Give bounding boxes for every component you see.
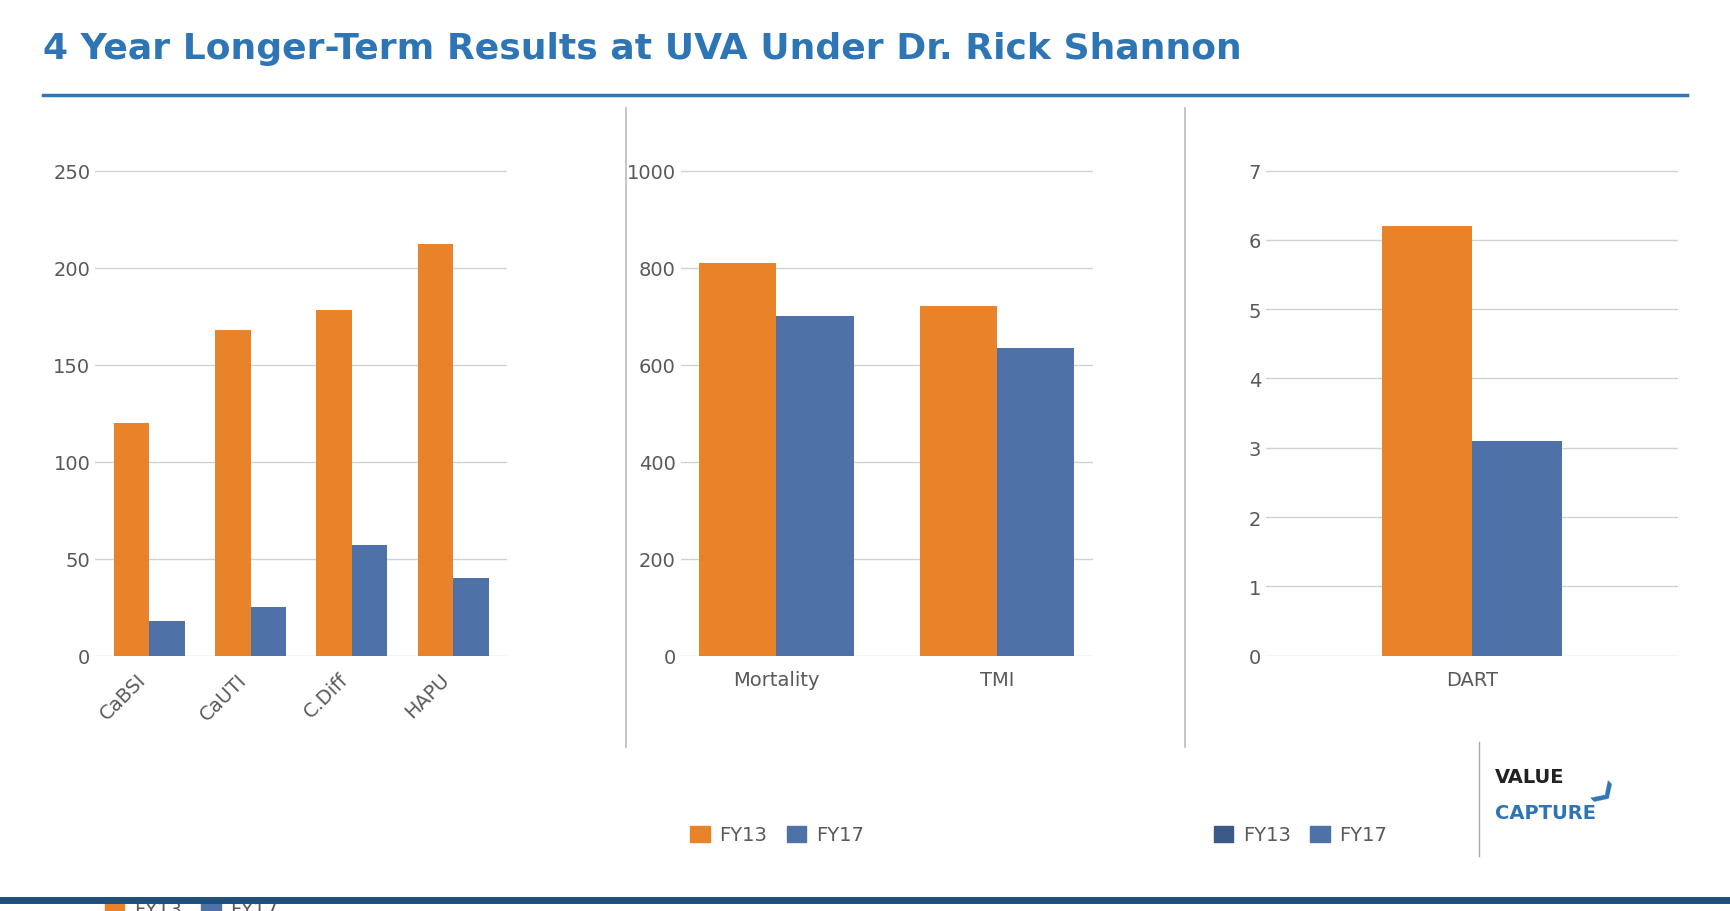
Bar <box>920 307 996 656</box>
Bar <box>351 546 388 656</box>
Bar <box>215 331 251 656</box>
Text: 4 Year Longer-Term Results at UVA Under Dr. Rick Shannon: 4 Year Longer-Term Results at UVA Under … <box>43 32 1242 66</box>
Bar <box>699 263 777 656</box>
Legend: FY13, FY17: FY13, FY17 <box>106 900 279 911</box>
Text: CAPTURE: CAPTURE <box>1495 804 1595 822</box>
Bar <box>777 317 853 656</box>
Bar <box>317 311 351 656</box>
Bar <box>1472 441 1562 656</box>
Legend: FY13, FY17: FY13, FY17 <box>690 825 863 844</box>
Bar <box>149 621 185 656</box>
Bar <box>1382 227 1472 656</box>
Legend: FY13, FY17: FY13, FY17 <box>1214 825 1387 844</box>
Text: VALUE: VALUE <box>1495 767 1564 785</box>
Bar <box>417 245 453 656</box>
Bar <box>996 348 1074 656</box>
Bar <box>251 608 285 656</box>
Bar <box>114 424 149 656</box>
Bar <box>453 578 488 656</box>
Text: ❯: ❯ <box>1585 778 1618 811</box>
